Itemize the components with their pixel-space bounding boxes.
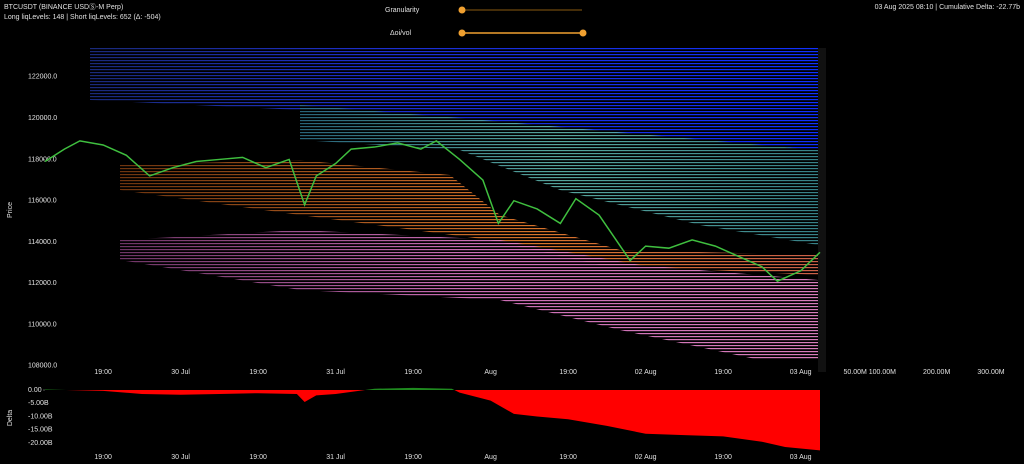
volume-tick-label: 200.00M (923, 369, 950, 376)
x-tick-label: 03 Aug (790, 369, 812, 376)
x-tick-label: Aug (484, 369, 497, 376)
x-tick-label: 30 Jul (171, 454, 190, 461)
x-tick-label: 19:00 (559, 454, 577, 461)
header-status: 03 Aug 2025 08:10 | Cumulative Delta: -2… (875, 4, 1021, 11)
y-tick-label: 114000.0 (28, 239, 57, 246)
y-tick-label: 122000.0 (28, 74, 57, 81)
x-tick-label: 19:00 (94, 369, 112, 376)
y-axis-label: Delta (7, 410, 14, 426)
slider-knob[interactable] (458, 6, 466, 14)
slider-knob[interactable] (458, 29, 466, 37)
volume-tick-label: 300.00M (977, 369, 1004, 376)
x-tick-label: 19:00 (404, 369, 422, 376)
x-tick-label: 31 Jul (326, 454, 345, 461)
liquidation-heatmap (90, 48, 818, 360)
y-tick-label: 116000.0 (28, 198, 57, 205)
y-tick-label: -15.00B (28, 427, 53, 434)
chart: Price 108000.0 110000.0 112000.0 114000.0 116… (7, 74, 1005, 461)
header-title: BTCUSDT (BINANCE USDⓈ-M Perp) (4, 3, 123, 11)
y-tick-label: -5.00B (28, 400, 49, 407)
delta-area (45, 387, 820, 451)
y-tick-label: 118000.0 (28, 156, 57, 163)
x-tick-label: 02 Aug (635, 369, 657, 376)
x-tick-label: 19:00 (404, 454, 422, 461)
price-line (44, 139, 821, 283)
y-tick-label: -10.00B (28, 413, 53, 420)
x-tick-label: 19:00 (249, 454, 267, 461)
x-tick-label: 02 Aug (635, 454, 657, 461)
y-tick-label: 112000.0 (28, 280, 57, 287)
slider-label: Δoi/vol (390, 30, 411, 37)
y-tick-label: 108000.0 (28, 363, 57, 370)
volume-tick-label: 50.00M (843, 369, 867, 376)
y-tick-label: 110000.0 (28, 321, 57, 328)
x-tick-label: 30 Jul (171, 369, 190, 376)
slider-knob[interactable] (579, 29, 587, 37)
volume-tick-label: 100.00M (869, 369, 896, 376)
current-time-bar (818, 48, 826, 372)
y-tick-label: -20.00B (28, 440, 53, 447)
header-subtitle: Long liqLevels: 148 | Short liqLevels: 6… (4, 14, 161, 21)
x-tick-label: Aug (484, 454, 497, 461)
x-tick-label: 19:00 (714, 369, 732, 376)
x-tick-label: 19:00 (249, 369, 267, 376)
y-tick-label: 0.00 (28, 387, 42, 394)
y-axis-label: Price (7, 202, 14, 218)
x-tick-label: 19:00 (714, 454, 732, 461)
slider-label: Granularity (385, 7, 420, 14)
x-tick-label: 19:00 (559, 369, 577, 376)
x-tick-label: 19:00 (94, 454, 112, 461)
x-tick-label: 31 Jul (326, 369, 345, 376)
x-tick-label: 03 Aug (790, 454, 812, 461)
y-tick-label: 120000.0 (28, 115, 57, 122)
